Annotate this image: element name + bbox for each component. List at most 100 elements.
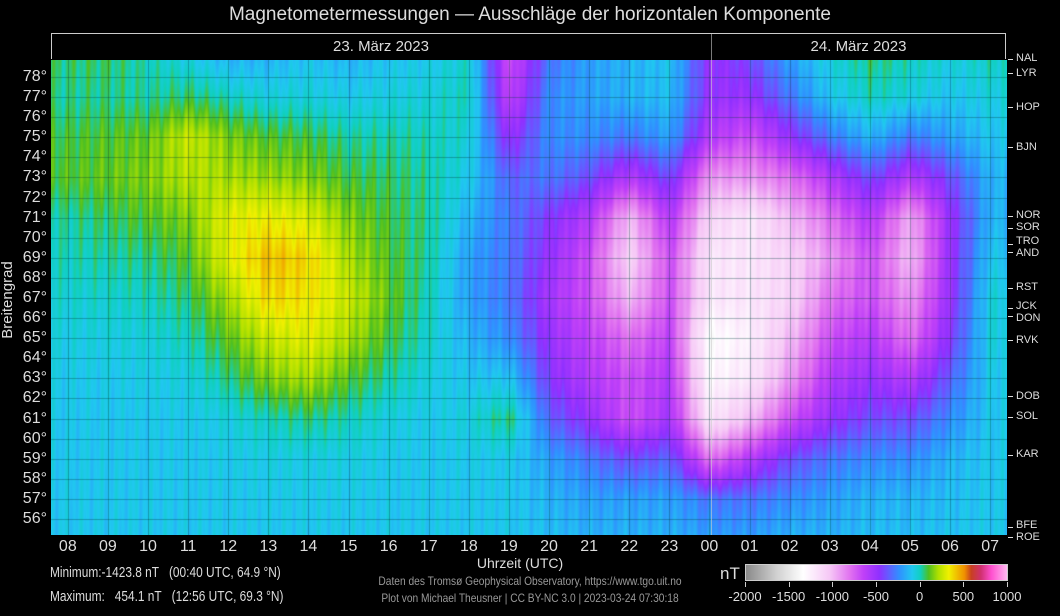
x-tick-label: 19 xyxy=(500,538,518,555)
x-tick-label: 13 xyxy=(259,538,278,555)
x-tick-label: 11 xyxy=(179,538,197,555)
colorbar-tick-label: -2000 xyxy=(728,589,762,604)
y-tick-label: 67° xyxy=(22,289,47,306)
station-label: SOL xyxy=(1016,410,1039,422)
y-tick-label: 72° xyxy=(22,188,47,206)
max-value: 454.1 nT xyxy=(114,589,162,605)
station-tick xyxy=(1008,417,1013,418)
date-label-2: 24. März 2023 xyxy=(810,38,907,55)
station-tick xyxy=(1008,73,1013,74)
x-tick-label: 09 xyxy=(99,538,117,555)
station-tick xyxy=(1008,396,1013,397)
y-tick-label: 57° xyxy=(22,489,47,507)
station-tick xyxy=(1008,244,1013,245)
x-tick-label: 10 xyxy=(139,538,157,555)
station-tick xyxy=(1008,252,1013,253)
y-tick-label: 65° xyxy=(22,329,47,347)
y-tick-label: 70° xyxy=(22,228,47,246)
y-tick-label: 66° xyxy=(22,309,47,327)
station-label: KAR xyxy=(1016,448,1039,460)
min-label: Minimum: xyxy=(50,565,102,581)
date-band xyxy=(51,33,1006,59)
station-tick xyxy=(1008,216,1013,217)
x-axis-title: Uhrzeit (UTC) xyxy=(476,555,564,571)
colorbar-tick xyxy=(832,582,834,587)
station-tick xyxy=(1008,107,1013,108)
colorbar-tick xyxy=(919,582,921,587)
station-tick xyxy=(1008,59,1013,60)
station-label: DON xyxy=(1016,312,1041,324)
station-label: JCK xyxy=(1016,300,1037,312)
station-label: BJN xyxy=(1016,141,1037,153)
station-label: ROE xyxy=(1016,531,1040,543)
station-tick xyxy=(1008,147,1013,148)
colorbar-tick-label: -1500 xyxy=(772,589,806,604)
y-tick-label: 78° xyxy=(22,68,47,86)
x-tick-label: 03 xyxy=(820,538,839,555)
x-tick-label: 00 xyxy=(700,538,719,555)
x-tick-label: 14 xyxy=(299,538,318,555)
chart-title: Magnetometermessungen — Ausschläge der h… xyxy=(228,4,832,25)
station-label: SOR xyxy=(1016,221,1040,233)
colorbar-tick xyxy=(745,582,746,587)
y-tick-label: 77° xyxy=(22,88,47,106)
x-tick-label: 21 xyxy=(580,538,599,555)
colorbar-tick-label: 0 xyxy=(916,589,924,604)
y-axis-title: Breitengrad xyxy=(0,261,16,339)
y-tick-label: 61° xyxy=(22,409,47,427)
y-tick-label: 62° xyxy=(22,389,47,407)
x-tick-label: 01 xyxy=(740,538,759,555)
max-where: (12:56 UTC, 69.3 °N) xyxy=(171,589,284,605)
maximum-stat: Maximum: 454.1 nT (12:56 UTC, 69.3 °N) xyxy=(50,589,283,606)
y-tick-label: 73° xyxy=(22,168,47,186)
station-label: NOR xyxy=(1016,209,1041,221)
station-tick xyxy=(1008,316,1013,317)
station-label: RVK xyxy=(1016,334,1039,346)
y-tick-label: 59° xyxy=(22,449,47,467)
day-divider xyxy=(711,33,712,535)
station-tick xyxy=(1008,228,1013,229)
x-tick-label: 15 xyxy=(339,538,358,555)
y-tick-label: 71° xyxy=(22,208,47,226)
y-tick-label: 75° xyxy=(22,128,47,146)
y-tick-label: 68° xyxy=(22,268,47,286)
x-tick-label: 18 xyxy=(459,538,478,555)
heatmap xyxy=(51,60,1007,535)
colorbar-tick xyxy=(1007,582,1008,587)
colorbar-tick-label: -500 xyxy=(862,589,890,604)
colorbar-tick xyxy=(876,582,877,587)
x-tick-label: 04 xyxy=(860,538,879,555)
station-tick xyxy=(1008,455,1013,456)
x-tick-label: 06 xyxy=(941,538,959,555)
y-tick-label: 74° xyxy=(22,148,47,166)
x-tick-label: 16 xyxy=(379,538,398,555)
colorbar xyxy=(745,564,1008,581)
station-label: TRO xyxy=(1016,235,1040,247)
credit-plot: Plot von Michael Theusner | CC BY-NC 3.0… xyxy=(381,591,679,605)
x-tick-label: 23 xyxy=(660,538,679,555)
x-tick-label: 05 xyxy=(901,538,919,555)
station-tick xyxy=(1008,340,1013,341)
colorbar-tick-label: 500 xyxy=(952,589,975,604)
y-tick-label: 63° xyxy=(22,369,47,387)
station-label: BFE xyxy=(1016,519,1038,531)
station-label: RST xyxy=(1016,281,1038,293)
colorbar-tick-label: -1000 xyxy=(815,589,849,604)
max-label: Maximum: xyxy=(50,589,105,605)
x-tick-label: 17 xyxy=(419,538,438,555)
x-tick-label: 22 xyxy=(620,538,639,555)
x-tick-label: 20 xyxy=(540,538,558,555)
colorbar-unit: nT xyxy=(720,564,740,583)
colorbar-tick-label: 1000 xyxy=(992,589,1022,604)
colorbar-tick xyxy=(788,582,790,587)
y-tick-label: 60° xyxy=(22,429,47,447)
y-tick-label: 76° xyxy=(22,108,47,126)
y-tick-label: 64° xyxy=(22,349,47,367)
y-tick-label: 58° xyxy=(22,469,47,487)
station-label: NAL xyxy=(1016,52,1038,64)
station-tick xyxy=(1008,527,1013,528)
station-tick xyxy=(1008,308,1013,309)
min-value: -1423.8 nT xyxy=(101,565,160,581)
credit-data: Daten des Tromsø Geophysical Observatory… xyxy=(378,574,682,588)
station-label: LYR xyxy=(1016,67,1037,79)
